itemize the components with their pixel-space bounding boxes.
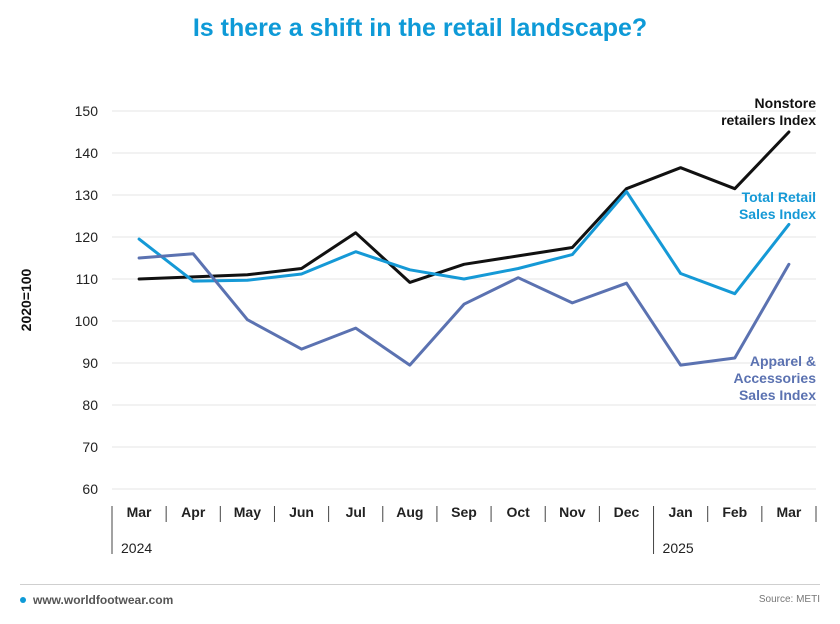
series-label: Apparel & bbox=[750, 353, 816, 369]
footer-divider bbox=[20, 584, 820, 585]
y-tick-label: 70 bbox=[82, 439, 98, 455]
series-label: Sales Index bbox=[739, 387, 816, 403]
source-note: Source: METI bbox=[758, 594, 820, 605]
chart-title: Is there a shift in the retail landscape… bbox=[192, 14, 648, 42]
y-axis-label: 2020=100 bbox=[18, 268, 34, 331]
y-tick-label: 90 bbox=[82, 355, 98, 371]
series-label: Sales Index bbox=[739, 206, 816, 222]
bullet-dot-icon bbox=[20, 597, 26, 603]
y-tick-label: 60 bbox=[82, 481, 98, 497]
footer-website[interactable]: www.worldfootwear.com bbox=[20, 593, 173, 607]
y-tick-label: 110 bbox=[76, 271, 99, 287]
x-tick-label: Oct bbox=[506, 504, 530, 520]
y-tick-label: 120 bbox=[75, 229, 99, 245]
x-tick-label: Feb bbox=[722, 504, 747, 520]
x-tick-label: Jul bbox=[346, 504, 366, 520]
series-line bbox=[137, 252, 791, 367]
x-tick-label: Sep bbox=[451, 504, 477, 520]
series-label: Accessories bbox=[733, 370, 816, 386]
x-tick-label: May bbox=[234, 504, 261, 520]
y-tick-label: 140 bbox=[75, 145, 99, 161]
x-tick-label: Mar bbox=[127, 504, 152, 520]
line-chart: 60 70 80 90 100 110 120 130 140 150 2020=100 Mar Apr… bbox=[18, 95, 817, 556]
y-tick-label: 80 bbox=[82, 397, 98, 413]
y-tick-label: 150 bbox=[75, 103, 99, 119]
x-tick-label: Mar bbox=[776, 504, 801, 520]
y-tick-label: 130 bbox=[75, 187, 99, 203]
series-label: retailers Index bbox=[721, 112, 816, 128]
year-group-label: 2024 bbox=[121, 540, 152, 556]
x-tick-label: Jan bbox=[669, 504, 693, 520]
website-link[interactable]: www.worldfootwear.com bbox=[33, 593, 174, 607]
series-line bbox=[137, 130, 791, 284]
x-tick-label: Aug bbox=[396, 504, 423, 520]
x-tick-label: Apr bbox=[181, 504, 206, 520]
series-label: Nonstore bbox=[755, 95, 817, 111]
series-line bbox=[137, 190, 791, 296]
x-tick-label: Dec bbox=[614, 504, 640, 520]
year-group-label: 2025 bbox=[663, 540, 694, 556]
x-tick-label: Jun bbox=[289, 504, 314, 520]
y-tick-label: 100 bbox=[75, 313, 99, 329]
series-label: Total Retail bbox=[742, 189, 816, 205]
x-tick-label: Nov bbox=[559, 504, 586, 520]
